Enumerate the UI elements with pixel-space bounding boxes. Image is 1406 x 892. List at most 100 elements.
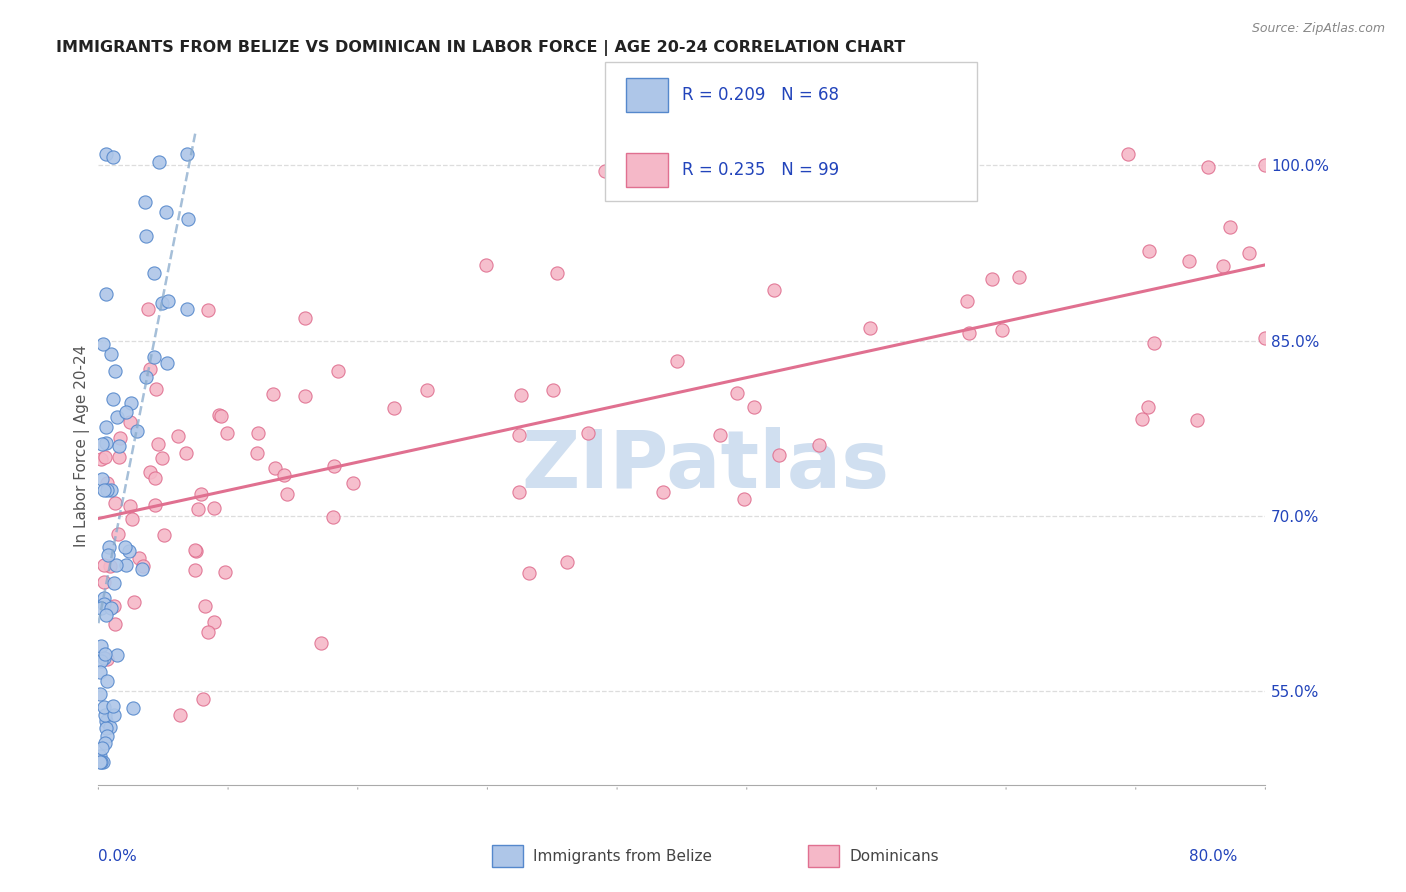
Point xyxy=(859,321,882,335)
Point xyxy=(167,428,190,442)
Point xyxy=(132,559,155,574)
Text: IMMIGRANTS FROM BELIZE VS DOMINICAN IN LABOR FORCE | AGE 20-24 CORRELATION CHART: IMMIGRANTS FROM BELIZE VS DOMINICAN IN L… xyxy=(56,40,905,56)
Point xyxy=(98,719,121,733)
Point xyxy=(138,465,160,479)
Point xyxy=(176,146,198,161)
Point xyxy=(101,392,124,406)
Point xyxy=(202,615,225,630)
Point xyxy=(108,431,131,445)
Point xyxy=(294,389,316,403)
Point xyxy=(155,205,177,219)
Point xyxy=(139,362,162,376)
Point xyxy=(328,364,350,378)
Point xyxy=(184,542,207,557)
Text: R = 0.209   N = 68: R = 0.209 N = 68 xyxy=(682,86,839,103)
Point xyxy=(169,707,191,722)
Point xyxy=(94,435,117,450)
Point xyxy=(94,721,117,735)
Point xyxy=(142,266,165,280)
Point xyxy=(143,471,166,485)
Point xyxy=(1136,400,1159,414)
Point xyxy=(194,599,217,613)
Point xyxy=(273,467,295,482)
Point xyxy=(91,437,114,451)
Point xyxy=(96,476,118,491)
Point xyxy=(131,562,153,576)
Point xyxy=(956,293,979,308)
Point xyxy=(104,495,127,509)
Point xyxy=(202,500,225,515)
Point xyxy=(197,624,219,639)
Point xyxy=(101,150,124,164)
Point xyxy=(89,755,111,769)
Point xyxy=(1177,254,1199,268)
Point xyxy=(1143,335,1166,350)
Point xyxy=(93,575,115,590)
Point xyxy=(742,400,765,414)
Point xyxy=(1253,331,1275,345)
Point xyxy=(94,736,117,750)
Point xyxy=(156,356,179,370)
Point xyxy=(808,438,831,452)
Point xyxy=(114,558,136,572)
Point xyxy=(128,551,150,566)
Text: Source: ZipAtlas.com: Source: ZipAtlas.com xyxy=(1251,22,1385,36)
Point xyxy=(89,665,111,679)
Point xyxy=(1197,160,1219,174)
Point xyxy=(100,600,122,615)
Point xyxy=(136,302,159,317)
Point xyxy=(122,595,145,609)
Point xyxy=(96,729,118,743)
Point xyxy=(246,446,269,460)
Point xyxy=(96,674,118,689)
Point xyxy=(98,559,121,574)
Point xyxy=(89,687,111,701)
Point xyxy=(1254,159,1277,173)
Point xyxy=(96,483,118,498)
Point xyxy=(276,486,298,500)
Point xyxy=(89,749,111,764)
Point xyxy=(104,558,127,572)
Point xyxy=(709,428,731,442)
Point xyxy=(94,707,117,722)
Point xyxy=(519,566,541,581)
Point xyxy=(91,755,114,769)
Point xyxy=(208,409,231,423)
Point xyxy=(980,271,1002,285)
Point xyxy=(1008,269,1031,284)
Point xyxy=(768,448,790,462)
Text: Dominicans: Dominicans xyxy=(849,849,939,863)
Point xyxy=(262,387,284,401)
Point xyxy=(187,501,209,516)
Point xyxy=(541,383,564,397)
Point xyxy=(114,541,136,555)
Point xyxy=(247,426,270,441)
Point xyxy=(118,544,141,558)
Point xyxy=(957,326,980,340)
Point xyxy=(150,451,173,466)
Point xyxy=(103,617,125,632)
Point xyxy=(762,283,785,297)
Point xyxy=(174,446,197,460)
Point xyxy=(104,364,127,378)
Text: R = 0.235   N = 99: R = 0.235 N = 99 xyxy=(682,161,839,179)
Point xyxy=(209,409,232,423)
Point xyxy=(100,483,122,498)
Point xyxy=(103,707,125,722)
Point xyxy=(509,388,531,402)
Point xyxy=(103,576,125,591)
Point xyxy=(508,484,530,499)
Point xyxy=(148,154,170,169)
Point xyxy=(93,591,115,606)
Point xyxy=(90,639,112,653)
Point xyxy=(103,599,125,613)
Point xyxy=(183,563,205,577)
Point xyxy=(96,652,118,666)
Point xyxy=(93,598,115,612)
Point xyxy=(90,755,112,769)
Point xyxy=(134,195,156,210)
Point xyxy=(135,370,157,384)
Point xyxy=(145,382,167,396)
Point xyxy=(322,509,344,524)
Text: 80.0%: 80.0% xyxy=(1188,849,1237,864)
